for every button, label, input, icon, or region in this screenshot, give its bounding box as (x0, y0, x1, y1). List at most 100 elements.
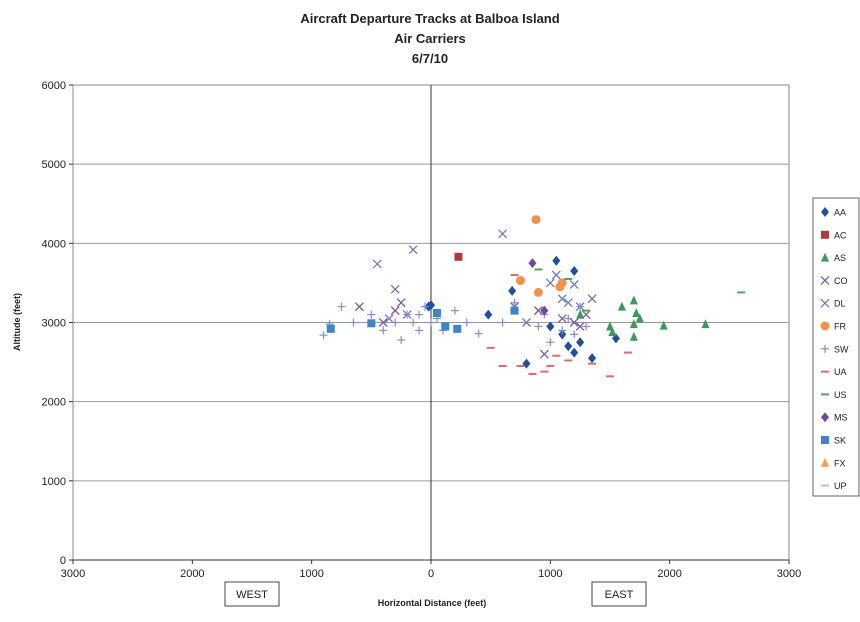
y-tick-label: 1000 (42, 476, 66, 488)
point-as (629, 319, 638, 329)
east-box: EAST (591, 581, 647, 607)
point-dl (390, 284, 400, 294)
point-as (576, 309, 585, 319)
legend-marker-sk (821, 436, 829, 444)
point-dl (569, 280, 579, 289)
point-aa (546, 321, 555, 332)
legend: AA AC AS CO DL FR SW UA US MS SK FX UP (820, 207, 849, 491)
legend-marker-fx (821, 457, 829, 467)
point-dl (563, 298, 573, 308)
point-dl (384, 314, 394, 324)
point-sk (367, 319, 376, 328)
data-points (319, 215, 746, 378)
y-tick-label: 6000 (42, 80, 66, 92)
x-tick-label: 1000 (538, 568, 562, 580)
point-ac (454, 252, 463, 261)
point-sw (474, 329, 483, 338)
point-sw (450, 306, 459, 315)
y-tick-label: 3000 (42, 318, 66, 330)
point-aa (552, 255, 561, 266)
point-as (629, 295, 638, 305)
legend-label-sw: SW (834, 344, 849, 354)
point-sw (582, 322, 591, 331)
point-co (396, 298, 406, 308)
point-sk (326, 324, 335, 333)
legend-label-ms: MS (834, 413, 848, 423)
point-sw (367, 310, 376, 319)
point-sw (510, 298, 519, 307)
y-axis-ticks: 0 1000 2000 3000 4000 5000 6000 (42, 80, 73, 567)
point-dl (557, 294, 567, 304)
point-ms (540, 305, 549, 316)
x-tick-label: 0 (428, 568, 434, 580)
point-sw (427, 318, 435, 327)
x-tick-label: 3000 (61, 568, 85, 580)
legend-marker-dl (820, 298, 830, 308)
point-sk (441, 322, 450, 331)
y-tick-label: 2000 (42, 397, 66, 409)
point-sw (349, 318, 358, 327)
legend-label-up: UP (834, 481, 847, 491)
legend-label-us: US (834, 390, 847, 400)
point-co (569, 318, 579, 327)
point-sw (409, 318, 418, 327)
point-sw (415, 310, 424, 319)
point-sk (432, 309, 441, 317)
legend-label-ua: UA (834, 367, 847, 377)
point-aa (564, 341, 573, 352)
x-axis-label: Horizontal Distance (feet) (378, 598, 487, 608)
y-tick-label: 0 (60, 555, 66, 567)
point-aa (570, 347, 579, 358)
legend-marker-ms (821, 412, 829, 423)
point-dl (408, 245, 418, 255)
legend-marker-co (820, 275, 830, 285)
point-co (390, 306, 400, 316)
point-sk (510, 306, 519, 315)
point-aa (427, 300, 435, 311)
point-sw (576, 302, 585, 311)
x-tick-label: 2000 (657, 568, 681, 580)
legend-marker-aa (821, 207, 829, 217)
point-as (701, 319, 710, 329)
point-co (539, 349, 549, 359)
point-ms (528, 258, 537, 269)
chart-subtitle: Air Carriers (394, 31, 466, 46)
point-co (557, 314, 567, 324)
x-tick-label: 1000 (299, 568, 323, 580)
point-sw (421, 302, 430, 311)
west-box: WEST (224, 581, 280, 607)
point-dl (372, 259, 382, 269)
point-dl (545, 278, 555, 288)
point-aa (508, 285, 517, 296)
point-fr (516, 276, 525, 286)
point-sw (558, 326, 567, 335)
point-co (378, 318, 388, 327)
point-co (575, 321, 585, 331)
legend-box (812, 197, 860, 497)
point-co (354, 302, 364, 312)
legend-marker-ac (821, 230, 829, 239)
point-sw (534, 322, 543, 331)
y-tick-label: 5000 (42, 159, 66, 171)
west-label: WEST (236, 589, 268, 601)
point-sw (391, 318, 400, 327)
legend-marker-fr (820, 321, 830, 331)
legend-label-dl: DL (834, 299, 846, 309)
point-dl (498, 229, 508, 239)
point-fr (531, 215, 541, 225)
point-as (632, 308, 641, 317)
point-aa (588, 353, 597, 364)
point-as (659, 320, 668, 330)
point-sw (397, 335, 406, 344)
point-aa (570, 266, 579, 277)
east-label: EAST (605, 589, 634, 601)
point-aa (576, 337, 585, 348)
point-dl (587, 294, 597, 304)
legend-label-fx: FX (834, 458, 846, 468)
point-as (617, 301, 626, 311)
x-tick-label: 2000 (180, 568, 204, 580)
point-sw (462, 318, 471, 327)
point-sw (403, 310, 412, 319)
point-co (581, 310, 591, 320)
